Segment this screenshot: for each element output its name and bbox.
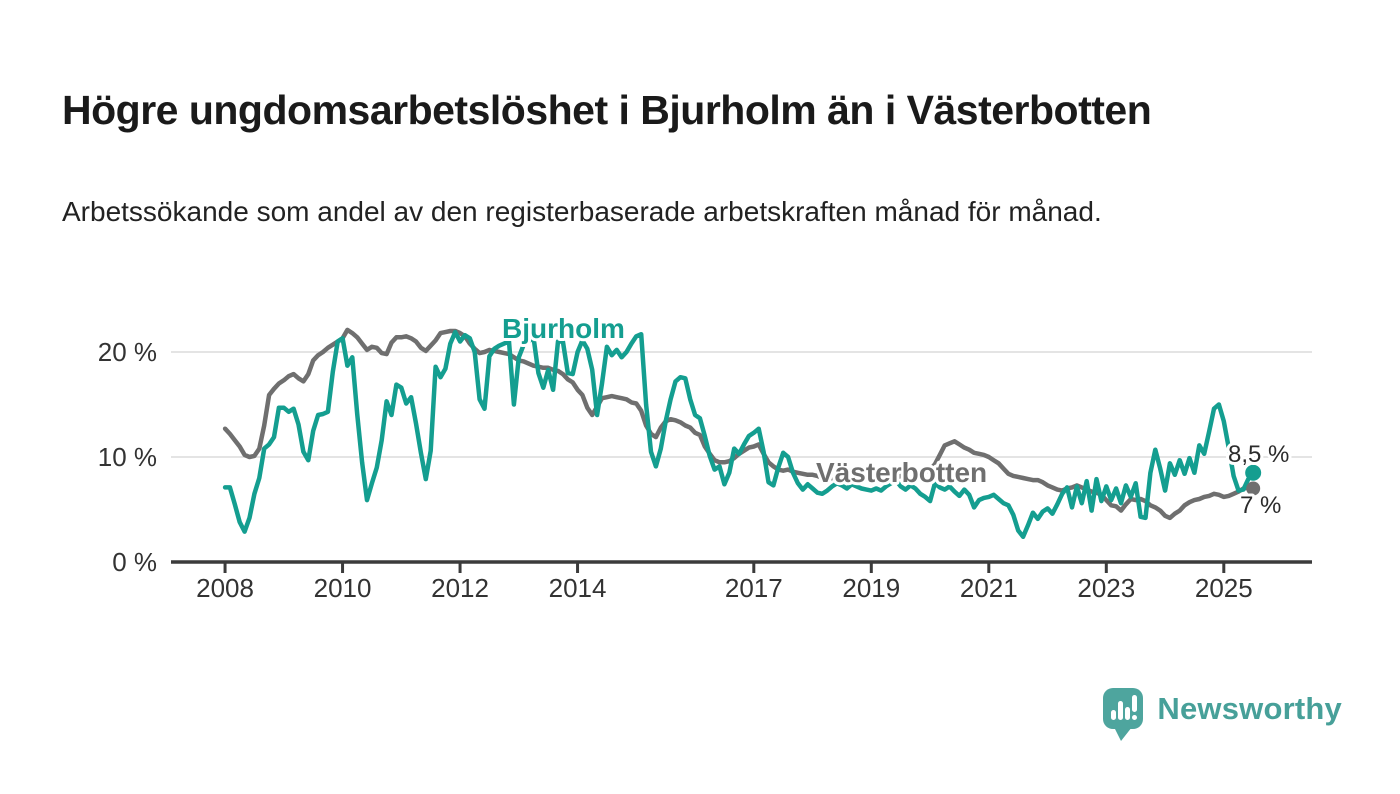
x-tick-label: 2023 [1077,573,1135,603]
series-label-vasterbotten: Västerbotten [816,457,987,488]
x-tick-label: 2017 [725,573,783,603]
unemployment-line-chart: 2008 2010 2012 2014 2017 2019 2021 2023 2025 0 % 1… [98,310,1312,603]
series-line-bjurholm [222,329,1256,540]
brand-name: Newsworthy [1157,691,1342,726]
end-dot-västerbotten [1246,481,1261,496]
y-tick-label: 10 % [98,442,157,472]
series-label-bjurholm: Bjurholm [502,313,625,344]
x-tick-label: 2014 [549,573,607,603]
y-tick-label: 20 % [98,337,157,367]
x-tick-label: 2025 [1195,573,1253,603]
end-dot-bjurholm [1245,464,1262,481]
end-value-label-bjurholm: 8,5 % [1228,441,1289,468]
x-tick-label: 2021 [960,573,1018,603]
x-tick-label: 2008 [196,573,254,603]
chart-subtitle: Arbetssökande som andel av den registerb… [62,196,1102,227]
page-title: Högre ungdomsarbetslöshet i Bjurholm än … [62,87,1152,134]
x-tick-label: 2012 [431,573,489,603]
x-tick-label: 2010 [314,573,372,603]
end-value-label-vasterbotten: 7 % [1240,492,1281,519]
x-tick-label: 2019 [842,573,900,603]
newsworthy-bubble-icon [1103,688,1144,741]
y-tick-label: 0 % [112,547,157,577]
newsworthy-logo: Newsworthy [1103,684,1342,748]
